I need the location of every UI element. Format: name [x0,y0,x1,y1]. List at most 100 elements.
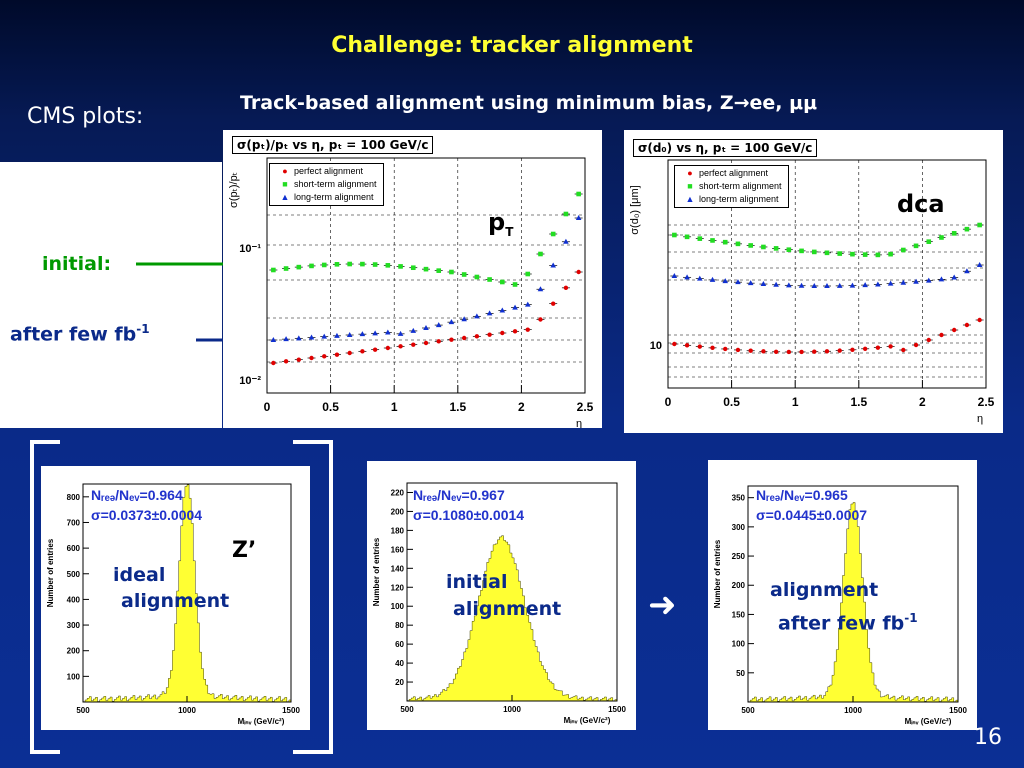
y-tick-label: 60 [395,640,404,649]
data-point-short [487,277,492,282]
y-tick-label: 150 [732,610,746,619]
y-tick-label: 80 [395,621,404,630]
data-point-long [862,282,868,288]
data-point-short [926,239,932,244]
hist-after-stat1: Nᵣₑₔ/Nₑᵥ=0.965 [756,487,848,503]
cms-label: CMS plots: [27,104,144,129]
data-point-long [938,276,945,282]
y-tick-label: 160 [391,545,405,554]
pt-plot-title: σ(pₜ)/pₜ vs η, pₜ = 100 GeV/c [232,136,434,154]
y-tick-label: 220 [391,488,405,497]
data-point-long [372,330,378,336]
data-point-short [423,266,429,272]
red-dot-icon: ● [687,168,693,178]
data-point-short [824,250,830,256]
pt-plot-canvas: 0 0.5 1 1.5 2 2.5 10⁻¹ 10⁻² η σ(pₜ)/pₜ [228,157,594,428]
data-point-long [308,334,315,340]
data-point-long [811,282,818,288]
hist-after-label1: alignment [770,579,879,601]
legend-short: ■ short-term alignment [276,178,376,191]
data-point-long [550,262,556,268]
x-tick-label: 1.5 [449,400,466,414]
data-point-short [888,251,893,257]
data-point-short [964,226,970,232]
histogram-bars [82,484,292,703]
data-point-long [747,280,754,286]
data-point-short [334,262,340,267]
right-arrow-icon: ➜ [648,585,677,625]
data-point-perfect [710,345,715,351]
data-point-perfect [423,340,429,346]
data-point-short [347,261,352,267]
data-point-short [710,238,715,243]
data-point-perfect [964,322,970,328]
data-point-short [773,246,779,251]
hist-after-label2: after few fb-1 [778,611,918,635]
x-tick-label: 1000 [844,706,862,715]
data-point-long [537,286,544,292]
data-point-long [684,274,690,280]
x-tick-label: 2.5 [577,400,594,414]
data-point-perfect [850,347,855,352]
data-point-short [951,231,957,236]
x-tick-label: 1000 [503,705,521,714]
data-point-short [837,251,843,256]
data-point-short [748,243,753,248]
pt-tag: pT [488,208,514,239]
data-point-short [449,269,454,275]
data-point-short [735,241,741,247]
data-point-perfect [824,349,830,354]
data-point-short [799,248,804,254]
data-point-perfect [500,330,505,336]
x-tick-label: 1 [391,400,398,414]
data-point-perfect [487,332,492,337]
y-axis-label: Number of entries [46,538,55,607]
data-point-long [722,278,729,284]
blue-triangle-icon: ▲ [280,192,290,202]
data-point-perfect [576,269,581,275]
data-point-perfect [563,285,569,291]
data-point-perfect [812,349,817,354]
data-point-short [385,263,391,268]
data-point-short [271,267,276,273]
data-point-long [346,332,353,337]
hist-ideal-label1: ideal [113,564,166,586]
hist-initial-panel: 220 200 180 160 140 120 100 80 60 40 20 500 1000 1500… [367,461,636,730]
data-point-perfect [461,335,467,341]
y-tick-label: 250 [732,552,746,561]
initial-label: initial: [42,253,112,275]
data-point-long [964,268,970,274]
data-point-long [849,282,856,288]
y-tick-label: 140 [391,564,405,573]
data-point-short [512,282,518,287]
y-tick-label: 100 [391,602,405,611]
hist-ideal-canvas: 800 700 600 500 400 300 200 100 500 1000 1500 Mᵢₙᵥ … [46,483,300,726]
legend-short: ■ short-term alignment [681,180,781,193]
data-point-short [550,231,556,237]
data-point-long [709,276,716,282]
data-point-long [575,215,582,220]
data-point-long [435,322,442,328]
data-point-perfect [283,359,289,364]
blue-triangle-icon: ▲ [685,194,695,204]
hist-ideal-panel: 800 700 600 500 400 300 200 100 500 1000 1500 Mᵢₙᵥ … [41,466,310,730]
data-point-long [951,274,957,280]
legend-long: ▲ long-term alignment [681,193,782,206]
data-point-short [321,262,327,268]
data-point-short [525,271,531,277]
data-point-perfect [411,342,416,347]
data-point-perfect [551,301,556,306]
x-tick-label: 1000 [178,706,196,715]
x-axis-label: η [576,418,582,428]
y-tick-label: 200 [391,507,405,516]
data-point-perfect [684,343,690,348]
x-tick-label: 1500 [949,706,967,715]
data-point-perfect [799,349,804,355]
data-point-perfect [538,317,543,322]
data-point-perfect [436,339,441,344]
hist-ideal-label2: alignment [121,590,230,612]
data-point-perfect [913,342,919,348]
data-point-long [773,281,779,287]
y-tick-label: 350 [732,494,746,503]
data-point-long [423,325,429,330]
